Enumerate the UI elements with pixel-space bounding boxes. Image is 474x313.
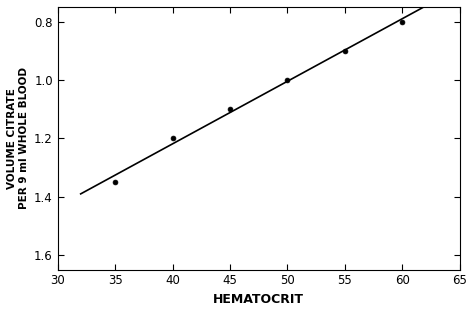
X-axis label: HEMATOCRIT: HEMATOCRIT xyxy=(213,293,304,306)
Y-axis label: VOLUME CITRATE
PER 9 ml WHOLE BLOOD: VOLUME CITRATE PER 9 ml WHOLE BLOOD xyxy=(7,67,28,209)
